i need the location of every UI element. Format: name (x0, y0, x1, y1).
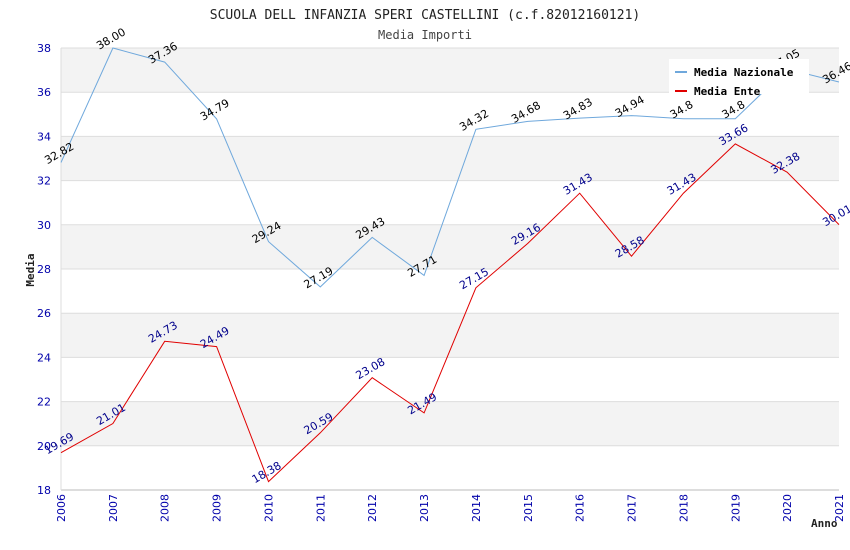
chart-title: SCUOLA DELL INFANZIA SPERI CASTELLINI (c… (210, 8, 640, 23)
x-tick-label: 2017 (626, 494, 639, 522)
y-tick-label: 22 (37, 396, 51, 409)
grid-band (61, 224, 839, 269)
series-line-media-nazionale (60, 47, 840, 288)
grid-band (61, 92, 839, 137)
y-tick-label: 18 (37, 484, 51, 497)
grid-band (61, 357, 839, 402)
grid-lines (60, 47, 839, 491)
x-axis-label: Anno (811, 517, 838, 530)
x-tick-label: 2011 (314, 494, 327, 522)
y-tick-label: 30 (37, 219, 51, 232)
y-tick-label: 36 (37, 86, 51, 99)
y-tick-label: 34 (37, 130, 51, 143)
x-tick-label: 2010 (262, 494, 275, 522)
x-tick-label: 2021 (833, 494, 846, 522)
legend-entry: Media Nazionale (694, 66, 794, 79)
x-tick-label: 2013 (418, 494, 431, 522)
grid-band (61, 136, 839, 181)
y-tick-label: 24 (37, 351, 51, 364)
y-tick-label: 28 (37, 263, 51, 276)
x-tick-label: 2012 (366, 494, 379, 522)
x-tick-label: 2018 (677, 494, 690, 522)
grid-band (61, 269, 839, 314)
x-tick-label: 2006 (55, 494, 68, 522)
x-axis-ticks: 2006 2007 2008 2009 2010 2011 2012 2013 2014 2015… (55, 494, 846, 522)
x-tick-label: 2019 (729, 494, 742, 522)
x-tick-label: 2020 (781, 494, 794, 522)
x-tick-label: 2008 (159, 494, 172, 522)
x-tick-label: 2014 (470, 494, 483, 522)
grid-bands (61, 48, 839, 490)
legend-entry: Media Ente (694, 85, 761, 98)
x-tick-label: 2009 (211, 494, 224, 522)
grid-band (61, 401, 839, 446)
legend-box (669, 59, 809, 94)
x-tick-label: 2015 (522, 494, 535, 522)
y-tick-label: 32 (37, 175, 51, 188)
y-tick-label: 20 (37, 440, 51, 453)
legend: Media Nazionale Media Ente (669, 59, 809, 98)
y-axis-ticks: 18 20 22 24 26 28 30 32 34 36 38 (37, 42, 51, 497)
y-tick-label: 38 (37, 42, 51, 55)
y-axis-label: Media (24, 253, 37, 286)
y-tick-label: 26 (37, 307, 51, 320)
chart-subtitle: Media Importi (378, 28, 472, 42)
grid-band (61, 445, 839, 490)
x-tick-label: 2007 (107, 494, 120, 522)
series-lines (60, 47, 840, 483)
series-line-media-ente (60, 143, 840, 483)
x-tick-label: 2016 (574, 494, 587, 522)
